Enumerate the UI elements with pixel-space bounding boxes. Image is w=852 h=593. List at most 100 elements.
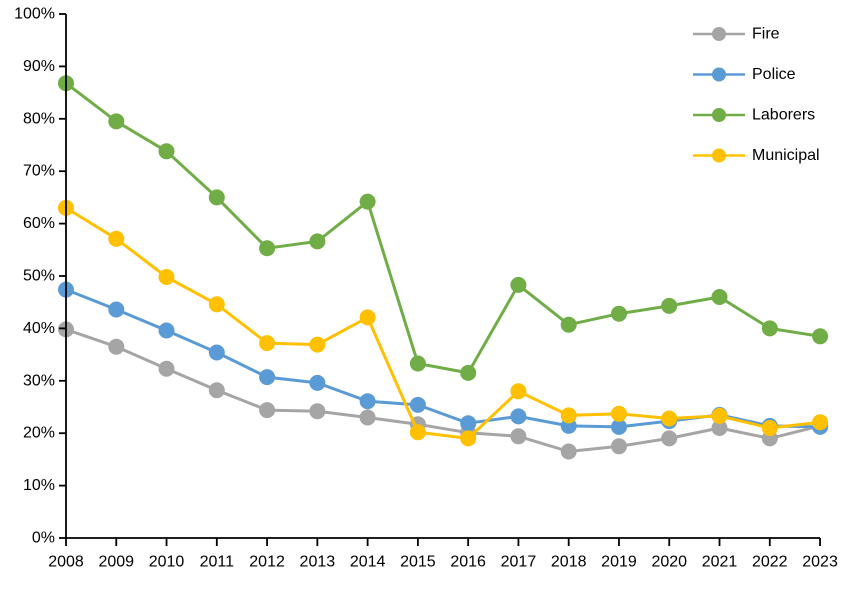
data-point-laborers-2010 [158,143,175,160]
series-layer [58,75,829,460]
data-point-fire-2020 [661,430,678,447]
data-point-laborers-2016 [460,364,477,381]
legend: Fire Police Laborers Municipal [693,26,820,164]
x-tick-label: 2020 [651,554,687,571]
y-tick-label: 100% [14,6,55,23]
legend-label-fire: Fire [752,26,780,43]
data-point-police-2012 [259,369,276,386]
x-tick-label: 2017 [501,554,537,571]
data-point-laborers-2018 [560,316,577,333]
y-tick-label: 80% [23,110,55,127]
data-point-municipal-2009 [108,230,125,247]
data-point-municipal-2014 [359,309,376,326]
data-point-municipal-2011 [208,296,225,313]
x-tick-label: 2013 [300,554,336,571]
y-tick-label: 20% [23,425,55,442]
legend-label-municipal: Municipal [752,147,820,164]
data-point-police-2009 [108,301,125,318]
series-police-line [64,288,822,429]
data-point-fire-2011 [208,382,225,399]
data-point-municipal-2019 [611,405,627,422]
x-tick-label: 2022 [752,554,788,571]
data-point-laborers-2020 [661,297,678,314]
data-point-laborers-2015 [409,355,426,372]
legend-label-laborers: Laborers [752,107,815,124]
x-tick-label: 2008 [48,554,84,571]
data-point-police-2014 [359,393,376,410]
data-point-laborers-2022 [761,320,778,337]
data-point-fire-2009 [108,338,125,355]
data-point-municipal-2010 [158,269,175,285]
data-point-police-2013 [309,374,326,391]
data-point-municipal-2021 [711,407,728,424]
data-point-laborers-2021 [711,289,728,305]
x-tick-label: 2018 [551,554,587,571]
data-point-laborers-2017 [510,276,527,293]
data-point-fire-2012 [259,402,276,419]
data-point-fire-2021 [711,420,728,436]
data-point-police-2017 [510,408,527,425]
data-point-fire-2019 [611,438,627,455]
data-point-police-2016 [460,415,477,432]
legend-label-police: Police [752,66,796,83]
data-point-laborers-2023 [812,328,829,345]
x-tick-label: 2015 [400,554,436,571]
x-tick-label: 2016 [450,554,486,571]
data-point-laborers-2011 [208,189,225,206]
data-point-fire-2014 [359,409,376,426]
series-fire-line [64,327,822,453]
y-tick-label: 0% [32,530,55,547]
data-point-municipal-2017 [510,383,527,400]
axes-layer [59,13,821,546]
data-point-municipal-2016 [460,430,477,447]
legend-marker-laborers [712,108,726,122]
data-point-laborers-2013 [309,233,326,250]
legend-marker-police [712,67,726,82]
data-point-police-2011 [208,344,225,361]
y-tick-label: 10% [23,477,55,494]
data-point-police-2010 [158,322,175,339]
data-point-fire-2018 [560,443,577,460]
data-point-laborers-2014 [359,193,376,210]
legend-item-police: Police [693,66,796,83]
y-tick-label: 90% [23,58,55,75]
legend-marker-municipal [712,148,726,163]
series-laborers-line [64,81,822,375]
data-point-fire-2013 [309,403,326,420]
data-point-municipal-2023 [812,414,829,431]
data-point-laborers-2019 [611,305,627,322]
data-point-municipal-2012 [259,335,276,352]
x-tick-label: 2014 [350,554,386,571]
legend-marker-fire [712,27,726,41]
x-tick-label: 2023 [802,554,838,571]
data-point-fire-2010 [158,360,175,377]
series-fire [58,321,829,460]
data-point-police-2019 [611,418,627,435]
y-tick-label: 50% [23,268,55,285]
data-point-police-2015 [409,396,426,413]
data-point-municipal-2013 [309,336,326,353]
x-tick-label: 2012 [249,554,285,571]
y-tick-label: 40% [23,320,55,337]
x-tick-label: 2010 [149,554,185,571]
data-point-municipal-2020 [661,410,678,427]
series-municipal [58,199,829,447]
data-point-laborers-2009 [108,113,125,130]
x-tick-label: 2019 [601,554,637,571]
y-tick-label: 60% [23,215,55,232]
legend-item-laborers: Laborers [693,107,815,124]
y-tick-label: 30% [23,372,55,389]
data-point-laborers-2012 [259,240,276,257]
data-point-municipal-2022 [761,420,778,436]
data-point-municipal-2018 [560,407,577,424]
y-tick-label: 70% [23,163,55,180]
axis-labels-layer: 0% 10% 20% 30% 40% 50% 60% 70% 80% 90% 100% 2008 200… [14,6,838,571]
x-tick-label: 2011 [200,554,235,571]
data-point-fire-2017 [510,428,527,445]
data-point-municipal-2015 [409,424,426,441]
series-municipal-line [64,206,822,440]
x-tick-label: 2009 [98,554,134,571]
